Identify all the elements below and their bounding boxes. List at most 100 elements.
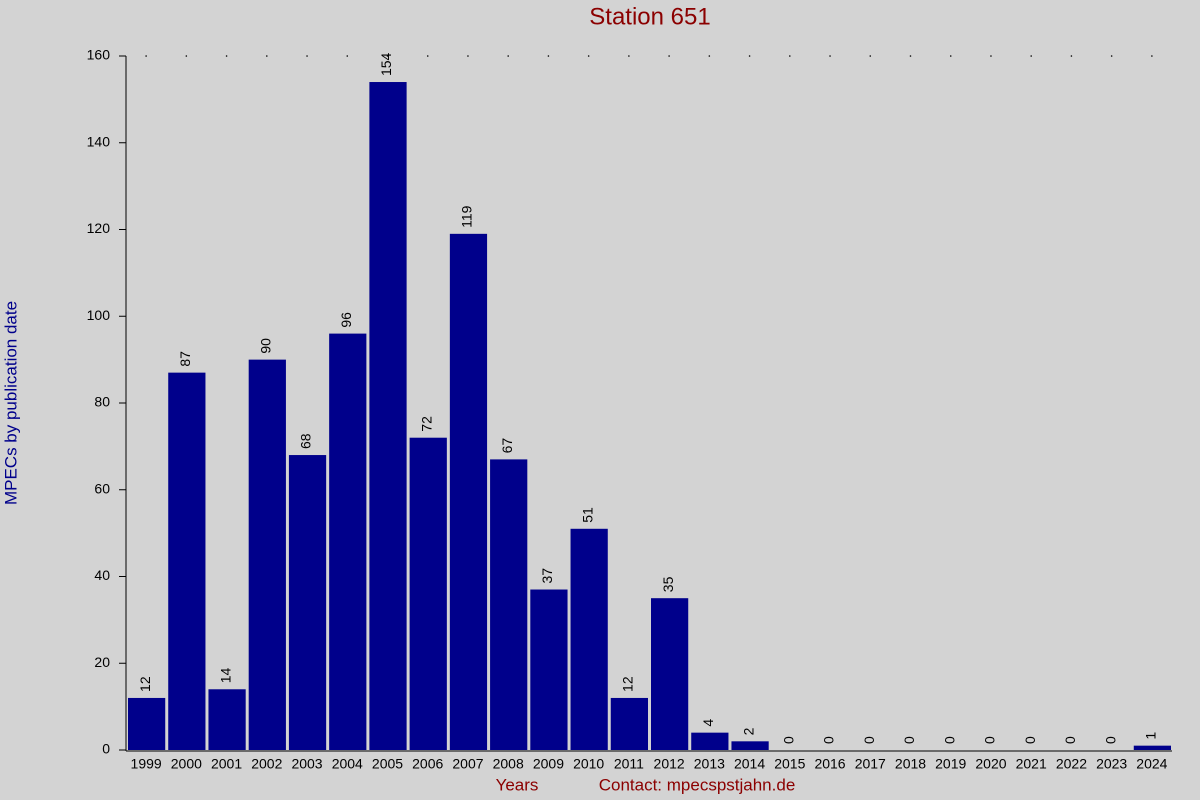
x-tick-label: 2020 [975,756,1006,772]
x-tick-label: 2014 [734,756,765,772]
top-dot [467,55,469,57]
top-dot [145,55,147,57]
value-label: 0 [901,736,917,744]
top-dot [829,55,831,57]
value-label: 72 [418,416,434,432]
x-tick-label: 2005 [372,756,403,772]
top-dot [668,55,670,57]
value-label: 12 [137,676,153,692]
top-dot [185,55,188,57]
value-label: 68 [298,433,314,449]
value-label: 96 [338,312,354,328]
top-dot [748,55,751,57]
x-tick-label: 2009 [533,756,564,772]
top-dot [1151,55,1153,57]
top-dot [426,55,429,57]
bar [248,359,286,750]
value-label: 154 [378,52,394,76]
top-dot [507,55,509,57]
top-dot [386,55,389,57]
x-tick-label: 2021 [1016,756,1047,772]
y-tick-label: 40 [94,567,110,583]
x-axis-label: Years [496,775,539,794]
top-dot [909,55,912,57]
top-dot [1030,55,1032,57]
x-tick-label: 2012 [654,756,685,772]
top-dot [547,55,550,57]
y-tick-label: 0 [102,741,110,757]
top-dot [225,55,228,57]
bar [731,741,769,750]
y-tick-label: 160 [87,47,111,63]
x-tick-label: 2006 [412,756,443,772]
top-dot [990,55,992,57]
bar [369,82,407,750]
top-dot [628,55,630,57]
bar [409,437,447,750]
value-label: 67 [499,438,515,454]
value-label: 0 [861,736,877,744]
bar [449,233,488,750]
value-label: 0 [1062,736,1078,744]
top-dot [266,55,268,57]
y-tick-label: 100 [87,307,111,323]
x-tick-label: 2023 [1096,756,1127,772]
x-tick-label: 2022 [1056,756,1087,772]
top-dot [869,55,872,57]
value-label: 87 [177,351,193,367]
value-label: 2 [740,727,756,735]
value-label: 0 [982,736,998,744]
x-tick-label: 2010 [573,756,604,772]
top-dot [1110,55,1113,57]
bar [208,689,246,750]
bar [691,732,729,750]
x-tick-label: 2011 [614,756,644,772]
y-tick-label: 120 [87,220,111,236]
value-label: 12 [620,676,636,692]
x-tick-label: 2024 [1136,756,1167,772]
top-dot [587,55,590,57]
bar [610,697,648,750]
y-axis-label: MPECs by publication date [1,301,20,505]
value-label: 0 [1102,736,1118,744]
x-tick-label: 2018 [895,756,926,772]
top-dot [708,55,711,57]
value-label: 0 [1022,736,1038,744]
value-label: 0 [941,736,957,744]
bar [288,455,327,750]
x-tick-label: 2007 [452,756,483,772]
y-tick-label: 20 [94,654,110,670]
top-dot [1070,55,1073,57]
value-label: 0 [781,736,797,744]
x-tick-label: 2000 [171,756,202,772]
value-label: 37 [539,568,555,584]
bar [168,372,206,750]
top-dot [306,55,308,57]
x-tick-label: 2015 [774,756,805,772]
value-label: 4 [700,719,716,727]
top-dot [346,55,349,57]
x-tick-label: 2016 [814,756,845,772]
x-tick-label: 1999 [131,756,162,772]
bar [651,598,689,750]
value-label: 119 [459,205,475,228]
x-tick-label: 2001 [211,756,242,772]
chart-title: Station 651 [589,3,710,30]
x-tick-label: 2019 [935,756,966,772]
value-label: 0 [821,736,837,744]
bar [490,459,528,750]
bar [128,697,166,750]
x-tick-label: 2002 [251,756,282,772]
value-label: 35 [660,576,676,592]
value-label: 1 [1143,732,1159,740]
y-tick-label: 140 [87,133,111,149]
x-tick-label: 2004 [332,756,363,772]
y-tick-label: 80 [94,394,110,410]
bar [570,528,608,750]
value-label: 51 [579,507,595,523]
x-tick-label: 2017 [855,756,886,772]
y-tick-label: 60 [94,480,110,496]
x-tick-label: 2008 [493,756,524,772]
